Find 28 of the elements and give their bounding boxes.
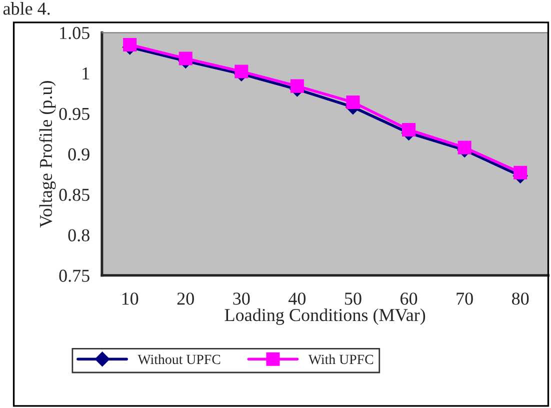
point: [346, 95, 360, 109]
point: [402, 122, 416, 137]
x-tick-label: 30: [233, 292, 250, 305]
x-tick-label: 10: [122, 292, 138, 305]
x-tick-label: 80: [512, 292, 529, 305]
point: [178, 52, 192, 66]
legend-label: Without UPFC: [138, 354, 220, 364]
point: [290, 79, 304, 93]
x-tick-label: 70: [456, 292, 473, 305]
y-tick-label: 0.95: [59, 108, 90, 120]
point: [234, 64, 248, 78]
text: able 4.: [3, 2, 50, 15]
y-tick-label: 0.8: [68, 229, 90, 242]
y-tick-label: 1.05: [60, 26, 90, 40]
y-tick-label: 1: [82, 67, 90, 80]
x-tick-label: 60: [400, 292, 418, 305]
point: [123, 38, 137, 52]
x-axis-title: Loading Conditions (MVar): [224, 308, 426, 325]
x-tick-label: 20: [177, 292, 194, 305]
y-axis-title: Voltage Profile (p.u): [39, 81, 56, 228]
legend-label: With UPFC: [308, 354, 374, 364]
x-tick-label: 50: [345, 292, 362, 305]
point: [514, 166, 528, 180]
y-tick-label: 0.75: [59, 270, 90, 282]
point: [458, 140, 472, 154]
y-tick-label: 0.9: [68, 148, 90, 161]
y-tick-label: 0.85: [59, 188, 90, 201]
x-tick-label: 40: [288, 292, 306, 305]
